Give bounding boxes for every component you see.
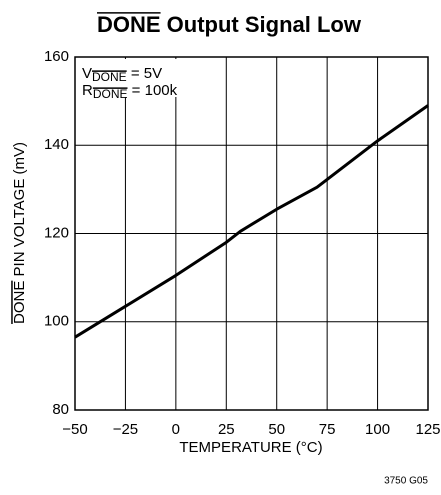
y-tick-label: 160 <box>44 48 69 65</box>
x-tick-label: −50 <box>62 421 87 438</box>
plot-frame <box>74 56 429 411</box>
y-tick-label: 100 <box>44 313 69 330</box>
x-axis-label: TEMPERATURE (°C) <box>179 439 322 456</box>
x-tick-label: 75 <box>319 421 336 438</box>
data-line <box>74 104 429 339</box>
y-tick-label: 140 <box>44 136 69 153</box>
x-tick-label: 0 <box>172 421 180 438</box>
y-tick-label: 120 <box>44 224 69 241</box>
footnote: 3750 G05 <box>384 476 428 487</box>
annotation-symbol: R <box>82 82 93 99</box>
x-tick-label: 25 <box>218 421 235 438</box>
chart-title: DONE Output Signal Low <box>97 12 362 37</box>
annotation-symbol: V <box>82 65 92 82</box>
annotation-subscript: DONE <box>93 87 128 101</box>
x-tick-label: 50 <box>268 421 285 438</box>
y-tick-label: 80 <box>52 401 69 418</box>
annotation-bg <box>77 59 182 97</box>
x-tick-label: 100 <box>365 421 390 438</box>
annotation-text: = 5V <box>127 65 162 82</box>
y-axis-label: DONE PIN VOLTAGE (mV) <box>11 142 28 324</box>
annotation-text: = 100k <box>128 82 178 99</box>
x-tick-label: −25 <box>113 421 138 438</box>
annotation-subscript: DONE <box>92 70 127 84</box>
x-tick-label: 125 <box>415 421 440 438</box>
